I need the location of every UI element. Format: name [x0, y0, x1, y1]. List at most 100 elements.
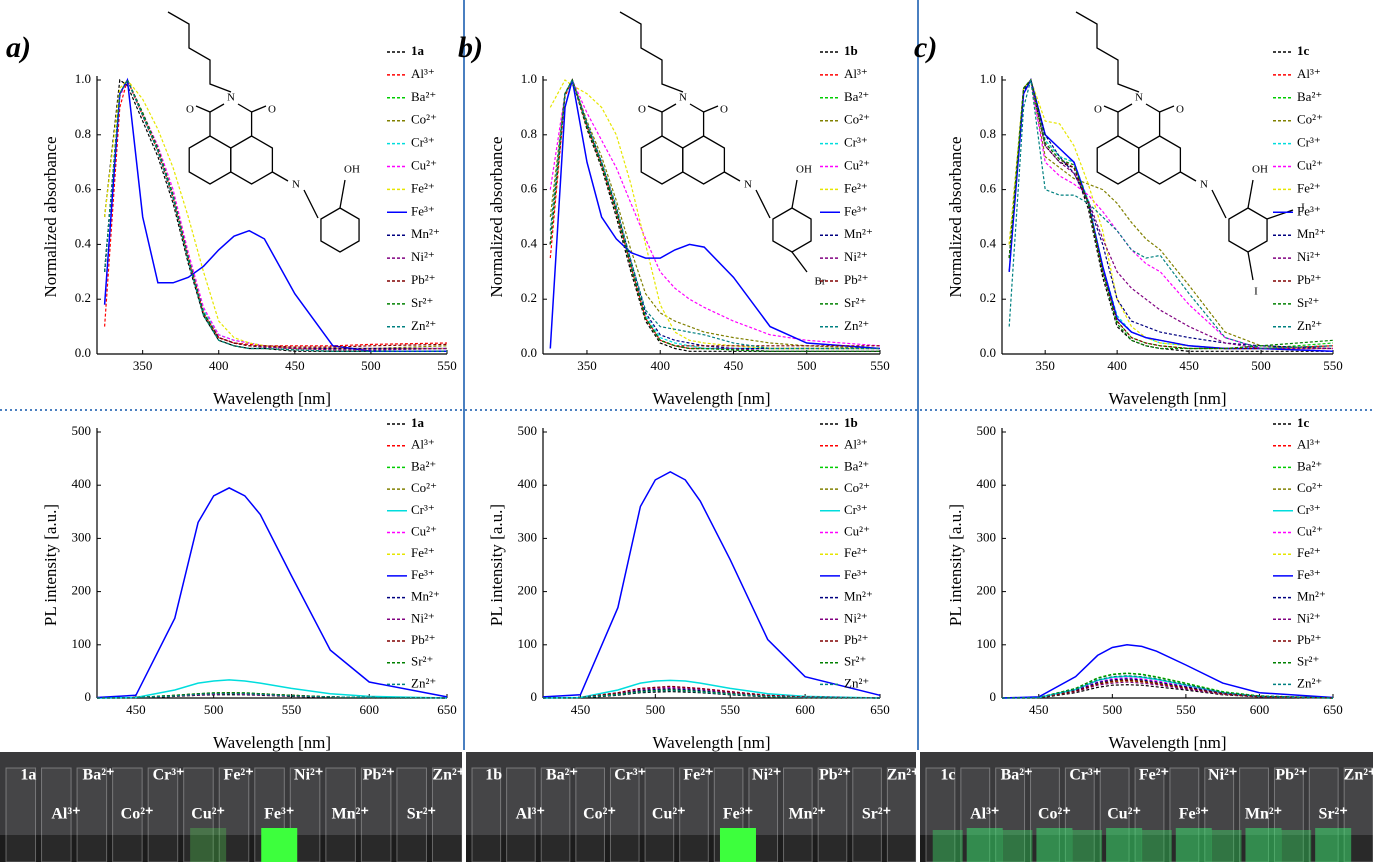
- vial: [325, 767, 356, 862]
- x-axis-label: Wavelength [nm]: [213, 733, 331, 752]
- vial-label: Fe²⁺: [683, 767, 713, 784]
- bond: [1211, 189, 1227, 219]
- y-tick-label: 0.6: [521, 181, 538, 196]
- series-line: [549, 79, 881, 350]
- y-tick-label: 0: [990, 689, 997, 704]
- x-tick-label: 550: [1176, 702, 1196, 717]
- atom-label: N: [744, 179, 752, 191]
- bond: [272, 171, 289, 182]
- vial: [5, 767, 37, 862]
- legend-label: Al³⁺: [1297, 66, 1321, 81]
- vial: [817, 767, 848, 862]
- bond: [195, 105, 211, 113]
- legend-label: Fe³⁺: [411, 567, 435, 582]
- bond: [619, 11, 684, 93]
- series-line: [1001, 675, 1334, 699]
- legend-label: Al³⁺: [844, 437, 868, 452]
- bond: [791, 251, 808, 273]
- legend-label: Pb²⁺: [411, 632, 436, 647]
- legend-label: Ba²⁺: [411, 89, 436, 104]
- x-tick-label: 600: [795, 702, 815, 717]
- x-tick-label: 350: [577, 358, 597, 373]
- atom-label: O: [1094, 104, 1102, 116]
- y-tick-label: 0: [85, 689, 92, 704]
- series-line: [1008, 78, 1333, 350]
- series-line: [542, 471, 881, 698]
- vial-glow: [1036, 828, 1073, 862]
- legend-label: Zn²⁺: [844, 675, 869, 690]
- series-line: [104, 78, 447, 352]
- series-line: [542, 679, 881, 699]
- photo-shade: [466, 835, 916, 862]
- vial-label: Ni²⁺: [294, 767, 323, 784]
- legend-label: 1c: [1297, 415, 1310, 430]
- legend-label: Sr²⁺: [844, 295, 866, 310]
- legend-label: Cu²⁺: [1297, 157, 1323, 172]
- x-tick-label: 500: [1103, 702, 1123, 717]
- y-tick-label: 400: [72, 476, 92, 491]
- legend-label: Al³⁺: [411, 437, 435, 452]
- legend-label: Ba²⁺: [844, 89, 869, 104]
- vial-label: Zn²⁺: [1344, 767, 1373, 784]
- series-line: [549, 78, 880, 350]
- bond: [689, 103, 705, 136]
- series-line: [96, 487, 448, 699]
- legend-label: Ni²⁺: [844, 249, 868, 264]
- y-tick-label: 500: [72, 423, 92, 438]
- vial-glow: [719, 828, 756, 862]
- structure: [167, 11, 360, 253]
- bond: [339, 179, 346, 209]
- x-tick-label: 650: [437, 702, 457, 717]
- legend-label: Fe²⁺: [411, 545, 435, 560]
- x-tick-label: 450: [571, 702, 591, 717]
- vial-glow: [190, 828, 227, 862]
- vial-label: Ni²⁺: [752, 767, 781, 784]
- legend-label: 1a: [411, 415, 425, 430]
- vial: [925, 767, 956, 862]
- bond: [320, 207, 360, 253]
- y-tick-label: 500: [518, 423, 538, 438]
- series-line: [104, 78, 448, 348]
- legend-label: Al³⁺: [844, 66, 868, 81]
- vial: [783, 767, 813, 862]
- series-line: [103, 77, 447, 353]
- x-tick-label: 550: [437, 358, 457, 373]
- vial: [540, 767, 571, 862]
- legend-label: Co²⁺: [1297, 480, 1323, 495]
- legend-label: Co²⁺: [411, 480, 437, 495]
- legend-label: Sr²⁺: [1297, 654, 1319, 669]
- legend-label: Fe²⁺: [1297, 545, 1321, 560]
- legend-label: Fe³⁺: [411, 203, 435, 218]
- vial-glow: [1106, 828, 1143, 862]
- series-line: [104, 78, 448, 351]
- series-line: [542, 685, 881, 699]
- series-line: [104, 78, 448, 347]
- legend-label: Fe²⁺: [411, 180, 435, 195]
- x-tick-label: 500: [361, 358, 381, 373]
- series-line: [104, 78, 447, 350]
- x-tick-label: 500: [1251, 358, 1271, 373]
- structure: [619, 11, 812, 273]
- bond: [1228, 207, 1268, 253]
- legend-label: Cr³⁺: [844, 135, 868, 150]
- legend-label: Mn²⁺: [1297, 226, 1326, 241]
- legend-label: Ba²⁺: [844, 458, 869, 473]
- vial-label: Mn²⁺: [1245, 806, 1282, 823]
- y-tick-label: 300: [72, 529, 92, 544]
- legend-label: Ni²⁺: [1297, 610, 1321, 625]
- x-tick-label: 500: [797, 358, 817, 373]
- legend-label: Mn²⁺: [844, 589, 873, 604]
- series-line: [1008, 78, 1334, 350]
- y-tick-label: 1.0: [980, 71, 996, 86]
- legend-label: Co²⁺: [411, 112, 437, 127]
- series-line: [542, 689, 881, 699]
- vial: [76, 767, 108, 862]
- legend-label: Mn²⁺: [1297, 589, 1326, 604]
- vial-label: Ba²⁺: [1001, 767, 1033, 784]
- series-line: [96, 679, 448, 699]
- vial-label: Fe²⁺: [1139, 767, 1169, 784]
- vial-label: Cr³⁺: [614, 767, 646, 784]
- y-tick-label: 0.2: [75, 290, 91, 305]
- vial-label: 1a: [20, 767, 36, 784]
